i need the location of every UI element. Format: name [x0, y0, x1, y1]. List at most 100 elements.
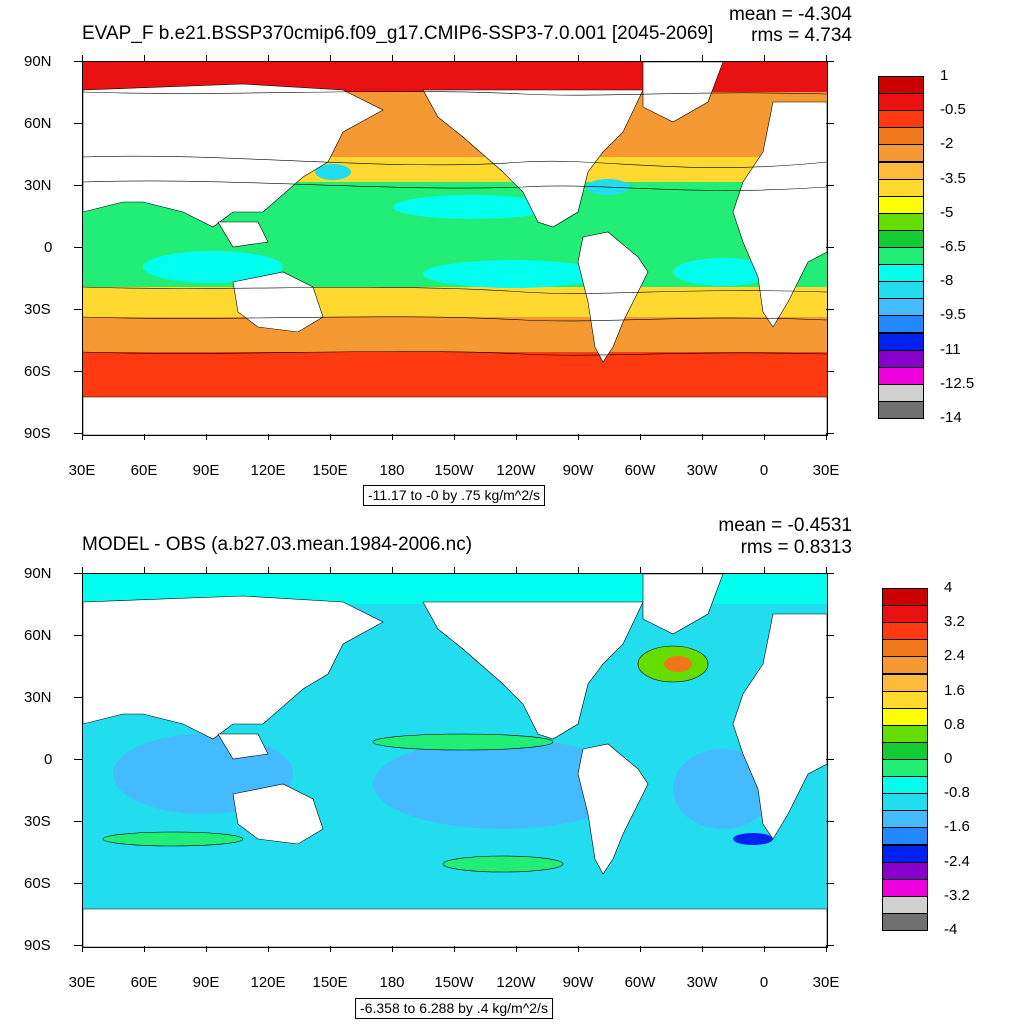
lon-tick — [578, 434, 579, 440]
lat-tick — [74, 945, 82, 946]
lat-label: 90N — [24, 565, 52, 582]
lon-tick — [330, 55, 331, 61]
lon-label: 60E — [130, 974, 158, 991]
lon-tick — [144, 946, 145, 952]
lat-tick — [826, 433, 834, 434]
lon-tick — [268, 434, 269, 440]
rms-stat: rms = 0.8313 — [740, 537, 852, 558]
lon-tick — [640, 946, 641, 952]
lat-label: 90S — [24, 425, 51, 442]
lon-tick — [578, 946, 579, 952]
lon-tick — [702, 434, 703, 440]
lon-label: 90W — [562, 974, 594, 991]
north-america-land — [422, 601, 644, 740]
lon-tick — [82, 434, 83, 440]
positive-bias-south-indian — [103, 832, 243, 846]
colorbar-swatch — [882, 622, 928, 641]
colorbar-swatch — [878, 383, 924, 402]
colorbar-label: -1.6 — [944, 818, 970, 836]
lon-label: 180 — [379, 974, 405, 991]
colorbar-label: -9.5 — [940, 306, 966, 324]
lon-tick — [392, 946, 393, 952]
lon-label: 30E — [812, 974, 840, 991]
lon-tick — [82, 55, 83, 61]
lon-label: 30E — [812, 462, 840, 479]
lon-label: 120E — [250, 462, 286, 479]
lon-tick — [578, 55, 579, 61]
colorbar-swatch — [878, 93, 924, 112]
model-obs-diff-panel: MODEL - OBS (a.b27.03.mean.1984-2006.nc)… — [0, 512, 1024, 1024]
rms-stat: rms = 4.734 — [751, 25, 852, 46]
lon-tick — [392, 55, 393, 61]
lon-label: 90W — [562, 462, 594, 479]
lon-label: 120W — [496, 974, 536, 991]
lon-tick — [392, 567, 393, 573]
colorbar-swatch — [882, 810, 928, 829]
lon-tick — [206, 946, 207, 952]
lat-label: 30S — [24, 813, 51, 830]
lat-label: 0 — [44, 751, 53, 768]
evap-map-panel: EVAP_F b.e21.BSSP370cmip6.f09_g17.CMIP6-… — [24, 5, 975, 507]
lat-tick — [74, 61, 82, 62]
lon-tick — [82, 567, 83, 573]
lon-tick — [268, 55, 269, 61]
lon-label: 150W — [434, 974, 474, 991]
lon-label: 120E — [250, 974, 286, 991]
lon-tick — [702, 567, 703, 573]
colorbar-label: -12.5 — [940, 374, 975, 392]
lat-tick — [74, 883, 82, 884]
lat-tick — [826, 821, 834, 822]
lat-tick — [826, 573, 834, 574]
colorbar-swatch — [882, 895, 928, 914]
lon-tick — [144, 55, 145, 61]
colorbar-label: -14 — [940, 409, 962, 426]
colorbar-label: -11 — [940, 340, 961, 358]
colorbar-swatch — [878, 144, 924, 163]
lon-tick — [702, 946, 703, 952]
colorbar-label: 1 — [940, 67, 949, 84]
lon-tick — [392, 434, 393, 440]
lat-tick — [74, 123, 82, 124]
australia-land — [232, 271, 324, 333]
map-canvas — [83, 574, 827, 947]
map-canvas — [83, 62, 827, 435]
lon-tick — [764, 434, 765, 440]
colorbar-swatch — [882, 673, 928, 692]
lat-label: 0 — [44, 239, 53, 256]
lat-label: 60N — [24, 115, 52, 132]
colorbar-swatch — [882, 827, 928, 846]
lon-tick — [330, 946, 331, 952]
colorbar-swatch — [882, 724, 928, 743]
colorbar — [878, 76, 924, 419]
lon-label: 90E — [192, 462, 220, 479]
colorbar-swatch — [878, 229, 924, 248]
colorbar-swatch — [882, 759, 928, 778]
colorbar-swatch — [878, 110, 924, 129]
lon-label: 90E — [192, 974, 220, 991]
lon-label: 30W — [686, 974, 718, 991]
south-america-land — [577, 231, 649, 363]
colorbar-swatch — [882, 588, 928, 607]
lon-label: 150E — [312, 462, 348, 479]
colorbar-swatch — [882, 639, 928, 658]
maritime-continent-land — [217, 733, 269, 760]
lon-tick — [454, 946, 455, 952]
lat-tick — [74, 759, 82, 760]
lat-tick — [826, 61, 834, 62]
contour-lines — [102, 645, 709, 873]
maritime-continent-land — [217, 221, 269, 248]
lat-tick — [74, 371, 82, 372]
lon-tick — [826, 567, 827, 573]
contour-lines — [83, 91, 827, 356]
atlantic-max — [673, 258, 773, 286]
lon-tick — [144, 567, 145, 573]
lon-tick — [454, 567, 455, 573]
colorbar-swatch — [878, 161, 924, 180]
lon-tick — [268, 567, 269, 573]
lon-tick — [640, 567, 641, 573]
negative-bias-pacific — [373, 739, 633, 829]
lon-tick — [82, 946, 83, 952]
lon-label: 0 — [759, 974, 769, 991]
greenland-land — [642, 574, 724, 635]
lat-label: 60S — [24, 363, 51, 380]
